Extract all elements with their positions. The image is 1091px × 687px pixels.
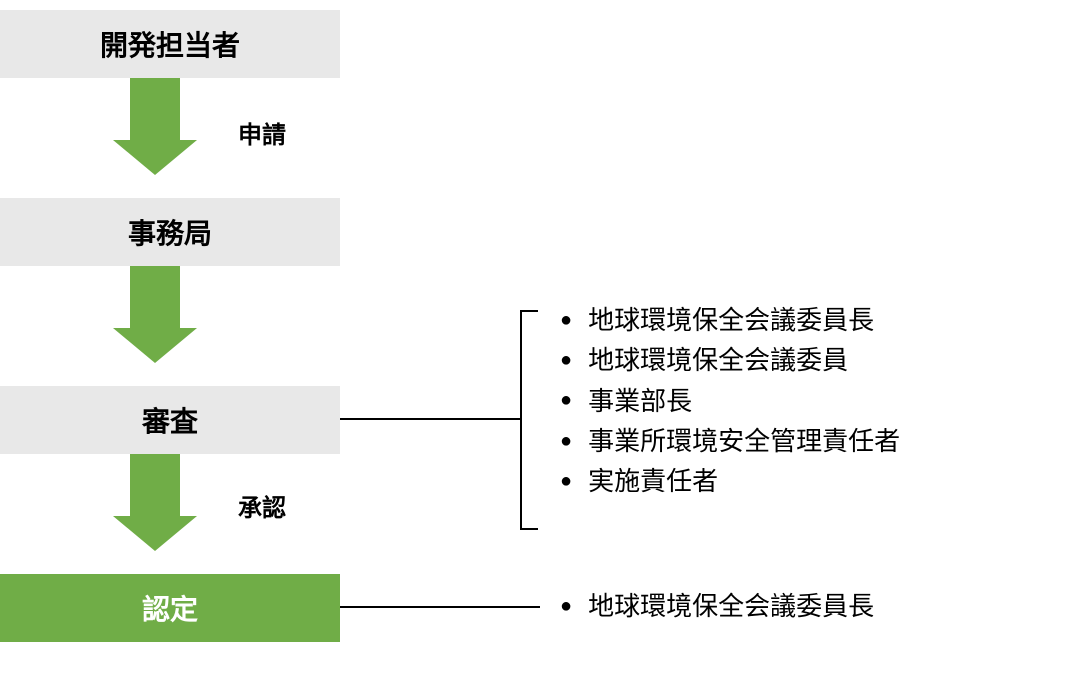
list-item: 地球環境保全会議委員 (560, 340, 900, 380)
arrow-body (130, 454, 180, 516)
step-label: 開発担当者 (100, 24, 240, 64)
approval-connector-line (340, 606, 540, 608)
review-connector-line (340, 418, 520, 420)
step-box-approval: 認定 (0, 574, 340, 642)
list-item: 地球環境保全会議委員長 (560, 586, 874, 626)
list-item: 実施責任者 (560, 461, 900, 501)
arrow-body (130, 266, 180, 328)
arrow-head-icon (113, 328, 197, 363)
step-box-review: 審査 (0, 386, 340, 454)
review-list: 地球環境保全会議委員長 地球環境保全会議委員 事業部長 事業所環境安全管理責任者… (560, 300, 900, 501)
step-label: 認定 (142, 588, 198, 628)
list-item-text: 事業部長 (588, 381, 692, 421)
step-box-office: 事務局 (0, 198, 340, 266)
approval-list: 地球環境保全会議委員長 (560, 586, 874, 626)
list-item: 事業部長 (560, 381, 900, 421)
list-item-text: 地球環境保全会議委員長 (588, 300, 874, 340)
list-item: 事業所環境安全管理責任者 (560, 421, 900, 461)
list-item-text: 事業所環境安全管理責任者 (588, 421, 900, 461)
arrow-1 (115, 78, 195, 175)
list-item: 地球環境保全会議委員長 (560, 300, 900, 340)
list-item-text: 地球環境保全会議委員 (588, 340, 848, 380)
arrow-2 (115, 266, 195, 363)
arrow-body (130, 78, 180, 140)
list-item-text: 実施責任者 (588, 461, 718, 501)
review-bracket (520, 310, 538, 530)
step-box-developer: 開発担当者 (0, 10, 340, 78)
arrow-head-icon (113, 140, 197, 175)
arrow-label-apply: 申請 (238, 115, 286, 150)
step-label: 事務局 (128, 212, 212, 252)
flowchart-container: 開発担当者 事務局 審査 認定 申請 承認 地球環境保全会議委員長 地球環境保全… (0, 0, 1091, 687)
arrow-head-icon (113, 516, 197, 551)
list-item-text: 地球環境保全会議委員長 (588, 586, 874, 626)
arrow-3 (115, 454, 195, 551)
step-label: 審査 (142, 400, 198, 440)
arrow-label-approve: 承認 (238, 488, 286, 523)
